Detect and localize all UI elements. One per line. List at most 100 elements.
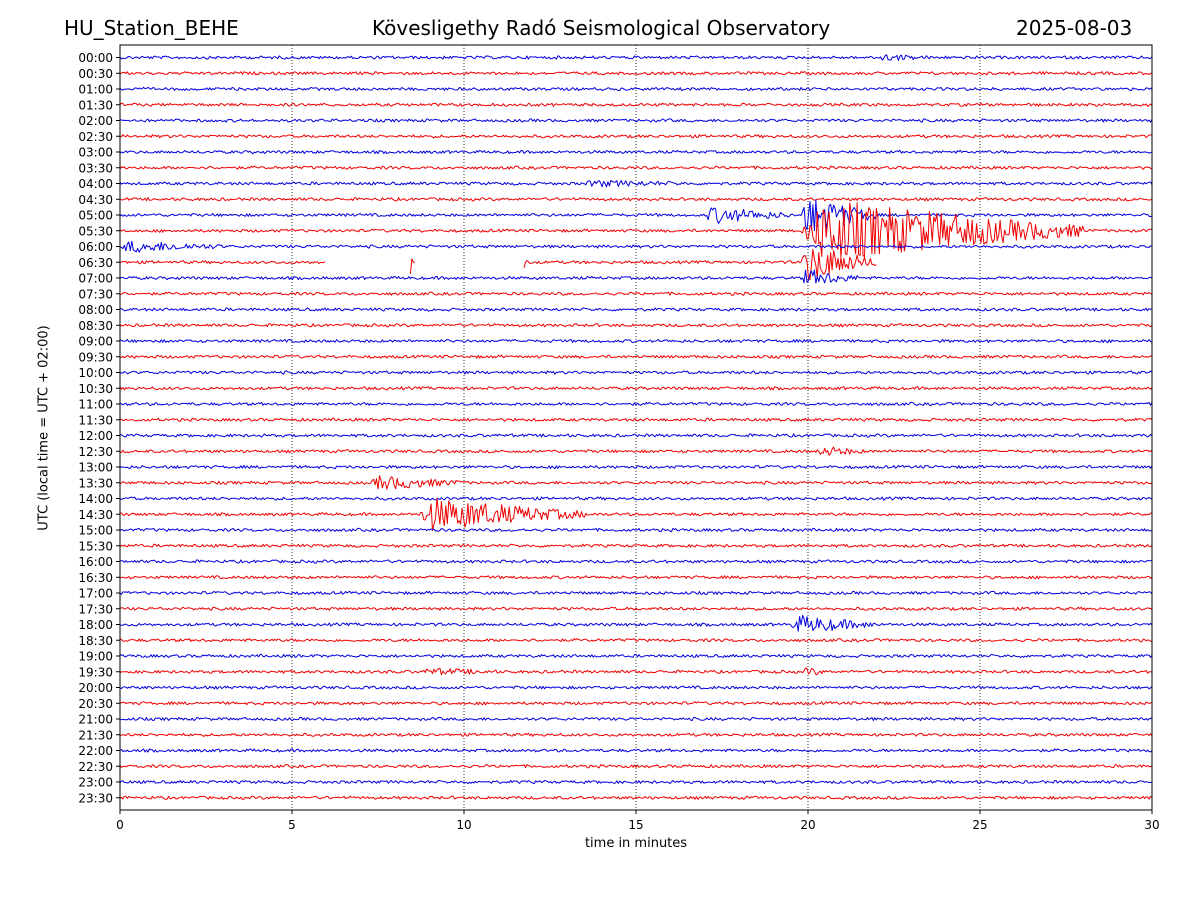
y-tick-label: 14:30 (78, 508, 113, 522)
trace-0400 (119, 179, 1153, 188)
y-tick-label: 17:30 (78, 602, 113, 616)
trace-2230 (119, 764, 1153, 769)
y-tick-label: 21:30 (78, 728, 113, 742)
y-tick-label: 07:30 (78, 287, 113, 301)
y-tick-label: 19:30 (78, 665, 113, 679)
y-tick-label: 16:30 (78, 571, 113, 585)
y-tick-label: 23:30 (78, 791, 113, 805)
y-tick-label: 13:30 (78, 476, 113, 490)
trace-1000 (119, 370, 1153, 375)
trace-1700 (119, 590, 1153, 596)
trace-1100 (119, 401, 1153, 407)
x-tick-label: 10 (456, 818, 471, 832)
y-tick-label: 01:30 (78, 98, 113, 112)
y-axis-label: UTC (local time = UTC + 02:00) (36, 325, 52, 531)
trace-1030 (119, 386, 1153, 391)
y-tick-label: 03:30 (78, 161, 113, 175)
trace-0800 (119, 307, 1153, 312)
y-tick-label: 22:00 (78, 744, 113, 758)
trace-0900 (119, 338, 1153, 344)
trace-0430 (119, 197, 1153, 202)
station-name: HU_Station_BEHE (64, 16, 239, 40)
y-tick-label: 20:00 (78, 681, 113, 695)
trace-2030 (119, 701, 1153, 706)
x-tick-label: 20 (800, 818, 815, 832)
y-tick-label: 19:00 (78, 650, 113, 664)
y-tick-label: 18:00 (78, 618, 113, 632)
trace-1800 (119, 615, 1153, 632)
trace-2200 (119, 748, 1153, 753)
x-tick-label: 25 (972, 818, 987, 832)
trace-1830 (119, 638, 1153, 643)
y-tick-label: 17:00 (78, 587, 113, 601)
trace-0930 (120, 354, 1153, 359)
trace-1330 (119, 475, 1153, 490)
trace-1230 (119, 446, 1153, 456)
y-tick-label: 06:30 (78, 256, 113, 270)
observatory-title: Kövesligethy Radó Seismological Observat… (372, 16, 831, 40)
trace-1530 (119, 543, 1153, 548)
y-tick-label: 07:00 (78, 272, 113, 286)
trace-0130 (119, 102, 1153, 107)
y-tick-label: 05:00 (78, 209, 113, 223)
trace-0200 (119, 118, 1153, 123)
trace-2100 (119, 716, 1153, 722)
y-tick-label: 09:00 (78, 335, 113, 349)
trace-1630 (119, 575, 1153, 580)
trace-0230 (119, 134, 1153, 139)
trace-0030 (119, 71, 1153, 76)
y-tick-label: 04:30 (78, 193, 113, 207)
trace-1930 (119, 667, 1153, 676)
trace-0000 (119, 54, 1153, 61)
record-date: 2025-08-03 (1016, 16, 1133, 40)
y-tick-label: 01:00 (78, 83, 113, 97)
y-tick-label: 10:00 (78, 366, 113, 380)
y-tick-label: 10:30 (78, 382, 113, 396)
y-tick-label: 12:00 (78, 429, 113, 443)
y-tick-label: 02:00 (78, 114, 113, 128)
trace-0700 (119, 269, 1153, 284)
trace-2300 (119, 779, 1152, 785)
y-tick-label: 13:00 (78, 461, 113, 475)
y-tick-label: 22:30 (78, 760, 113, 774)
x-axis-label: time in minutes (584, 836, 688, 851)
y-tick-label: 00:30 (78, 67, 113, 81)
trace-0630 (119, 248, 877, 280)
trace-0500 (119, 199, 1153, 232)
x-tick-label: 15 (628, 818, 643, 832)
y-tick-label: 12:30 (78, 445, 113, 459)
trace-1400 (119, 496, 1153, 501)
x-tick-label: 30 (1144, 818, 1159, 832)
x-tick-label: 0 (116, 818, 124, 832)
y-tick-label: 15:30 (78, 539, 113, 553)
y-tick-label: 09:30 (78, 350, 113, 364)
y-tick-label: 20:30 (78, 697, 113, 711)
y-tick-label: 18:30 (78, 634, 113, 648)
trace-2000 (119, 685, 1153, 690)
trace-1900 (119, 653, 1153, 659)
trace-1600 (119, 559, 1153, 564)
trace-1730 (119, 606, 1153, 611)
trace-2130 (119, 732, 1153, 737)
y-tick-label: 08:30 (78, 319, 113, 333)
trace-0300 (119, 149, 1153, 155)
y-tick-label: 08:00 (78, 303, 113, 317)
y-tick-label: 05:30 (78, 224, 113, 238)
trace-1430 (119, 497, 1152, 532)
trace-1500 (119, 527, 1153, 533)
y-tick-label: 04:00 (78, 177, 113, 191)
y-tick-label: 02:30 (78, 130, 113, 144)
y-tick-label: 00:00 (78, 51, 113, 65)
trace-1200 (119, 433, 1153, 438)
trace-1300 (119, 464, 1153, 470)
y-tick-label: 11:00 (78, 398, 113, 412)
y-tick-label: 03:00 (78, 146, 113, 160)
x-tick-label: 5 (288, 818, 296, 832)
y-tick-label: 14:00 (78, 492, 113, 506)
y-tick-label: 06:00 (78, 240, 113, 254)
trace-2330 (119, 795, 1153, 800)
trace-0830 (119, 323, 1153, 328)
y-tick-label: 23:00 (78, 776, 113, 790)
trace-0530 (119, 202, 1153, 258)
